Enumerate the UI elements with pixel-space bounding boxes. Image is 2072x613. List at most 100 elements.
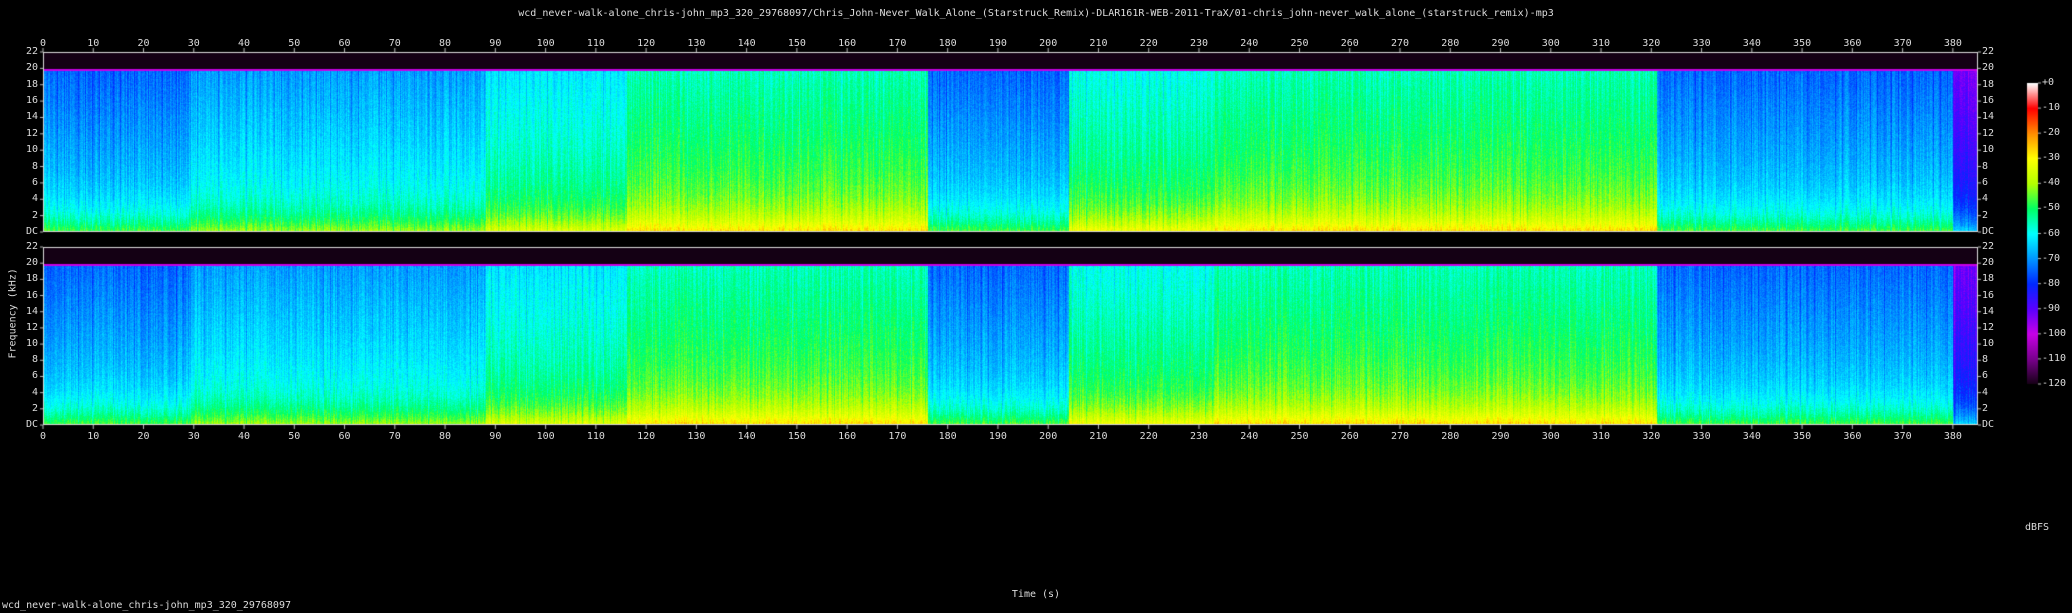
y-tick-label-right: 6	[1982, 176, 1989, 188]
colorbar-tick-label: +0	[2042, 77, 2055, 88]
x-tick-label: 100	[536, 431, 555, 442]
x-tick-label-top: 200	[1039, 38, 1058, 49]
y-tick-label: 12	[25, 127, 38, 139]
y-tick-label-right: 10	[1982, 144, 1995, 156]
x-tick-label: 330	[1692, 431, 1711, 442]
x-tick-label: 360	[1843, 431, 1862, 442]
x-tick-label: 140	[737, 431, 756, 442]
x-tick-label-top: 210	[1089, 38, 1108, 49]
x-tick-label: 350	[1793, 431, 1812, 442]
y-tick-label: 16	[25, 95, 38, 107]
x-tick-label: 160	[838, 431, 857, 442]
y-tick-label: DC	[25, 226, 38, 237]
x-tick-label: 40	[238, 431, 251, 442]
y-tick-label-right: 18	[1982, 78, 1995, 90]
y-tick-label-right: 2	[1982, 402, 1989, 414]
x-tick-label-top: 0	[39, 38, 47, 49]
y-tick-label: 4	[31, 193, 38, 205]
x-tick-label-top: 280	[1441, 38, 1460, 49]
x-tick-label: 20	[137, 431, 150, 442]
x-tick-label: 380	[1943, 431, 1962, 442]
colorbar-tick-label: -50	[2042, 202, 2061, 214]
x-tick-label-top: 130	[687, 38, 706, 49]
x-tick-label-top: 340	[1742, 38, 1761, 49]
x-tick-label-top: 140	[737, 38, 756, 49]
x-tick-label: 80	[439, 431, 452, 442]
x-tick-label-top: 110	[586, 38, 605, 49]
x-tick-label-top: 270	[1390, 38, 1410, 49]
x-tick-label: 120	[637, 431, 656, 442]
x-tick-label: 340	[1742, 431, 1761, 442]
colorbar-tick-label: -100	[2042, 327, 2067, 339]
y-tick-label: 18	[25, 273, 38, 285]
x-tick-label: 190	[988, 431, 1007, 442]
x-tick-label-top: 190	[988, 38, 1007, 49]
y-tick-label: 10	[25, 144, 38, 156]
y-tick-label: 6	[31, 176, 38, 188]
y-tick-label: 12	[25, 321, 38, 333]
x-tick-label-top: 100	[536, 38, 555, 49]
y-tick-label-right: 20	[1982, 257, 1995, 269]
colorbar-tick-label: -60	[2042, 227, 2061, 239]
x-tick-label: 220	[1139, 431, 1158, 442]
colorbar-tick-label: -20	[2042, 127, 2061, 139]
y-tick-label-right: 22	[1982, 46, 1995, 57]
x-tick-label: 10	[87, 431, 100, 442]
colorbar-tick-label: -70	[2042, 252, 2061, 264]
colorbar-unit-label: dBFS	[2025, 522, 2050, 533]
x-tick-label-top: 300	[1541, 38, 1560, 49]
y-tick-label-right: 22	[1982, 241, 1995, 252]
x-tick-label: 260	[1340, 431, 1359, 442]
x-tick-label-top: 350	[1793, 38, 1812, 49]
x-tick-label-top: 30	[187, 38, 200, 49]
x-tick-label-top: 320	[1642, 38, 1661, 49]
y-tick-label-right: DC	[1982, 419, 1995, 430]
x-tick-label: 130	[687, 431, 706, 442]
x-tick-label-top: 290	[1491, 38, 1510, 49]
x-tick-label: 240	[1240, 431, 1259, 442]
y-tick-label-right: 4	[1982, 193, 1989, 205]
x-tick-label-top: 80	[439, 38, 452, 49]
x-tick-label: 150	[787, 431, 806, 442]
x-tick-label-top: 220	[1139, 38, 1158, 49]
y-tick-label: 20	[25, 62, 38, 74]
x-tick-label: 0	[39, 431, 47, 442]
chart-title: wcd_never-walk-alone_chris-john_mp3_320_…	[518, 8, 1554, 19]
y-tick-label-right: 14	[1982, 111, 1995, 123]
y-tick-label: 2	[31, 209, 38, 221]
x-tick-label-top: 360	[1843, 38, 1862, 49]
y-tick-label: 16	[25, 289, 38, 301]
x-tick-label: 300	[1541, 431, 1560, 442]
x-tick-label: 250	[1290, 431, 1309, 442]
x-tick-label-top: 120	[637, 38, 656, 49]
x-tick-label: 110	[586, 431, 605, 442]
y-tick-label: 22	[25, 46, 38, 57]
y-tick-label-right: 10	[1982, 338, 1995, 350]
x-tick-label: 230	[1189, 431, 1208, 442]
x-tick-label-top: 150	[787, 38, 806, 49]
x-tick-label-top: 20	[137, 38, 150, 49]
x-axis-label: Time (s)	[1011, 589, 1061, 600]
y-tick-label-right: 6	[1982, 370, 1989, 382]
x-tick-label-top: 170	[888, 38, 907, 49]
colorbar-tick-label: -80	[2042, 277, 2061, 289]
x-tick-label: 180	[938, 431, 957, 442]
colorbar-tick-label: -120	[2042, 378, 2067, 389]
x-tick-label-top: 50	[288, 38, 301, 49]
y-tick-label: 8	[31, 160, 38, 172]
x-tick-label: 70	[388, 431, 401, 442]
x-tick-label-top: 160	[838, 38, 857, 49]
y-tick-label: 6	[31, 370, 38, 382]
colorbar-tick-label: -40	[2042, 177, 2061, 189]
y-tick-label-right: 12	[1982, 127, 1995, 139]
y-tick-label: DC	[25, 419, 38, 430]
x-tick-label: 210	[1089, 431, 1108, 442]
x-tick-label-top: 180	[938, 38, 957, 49]
y-tick-label-right: 18	[1982, 273, 1995, 285]
x-tick-label-top: 310	[1592, 38, 1611, 49]
x-tick-label: 320	[1642, 431, 1661, 442]
y-tick-label: 18	[25, 78, 38, 90]
y-tick-label-right: 8	[1982, 160, 1989, 172]
y-tick-label: 14	[25, 111, 38, 123]
